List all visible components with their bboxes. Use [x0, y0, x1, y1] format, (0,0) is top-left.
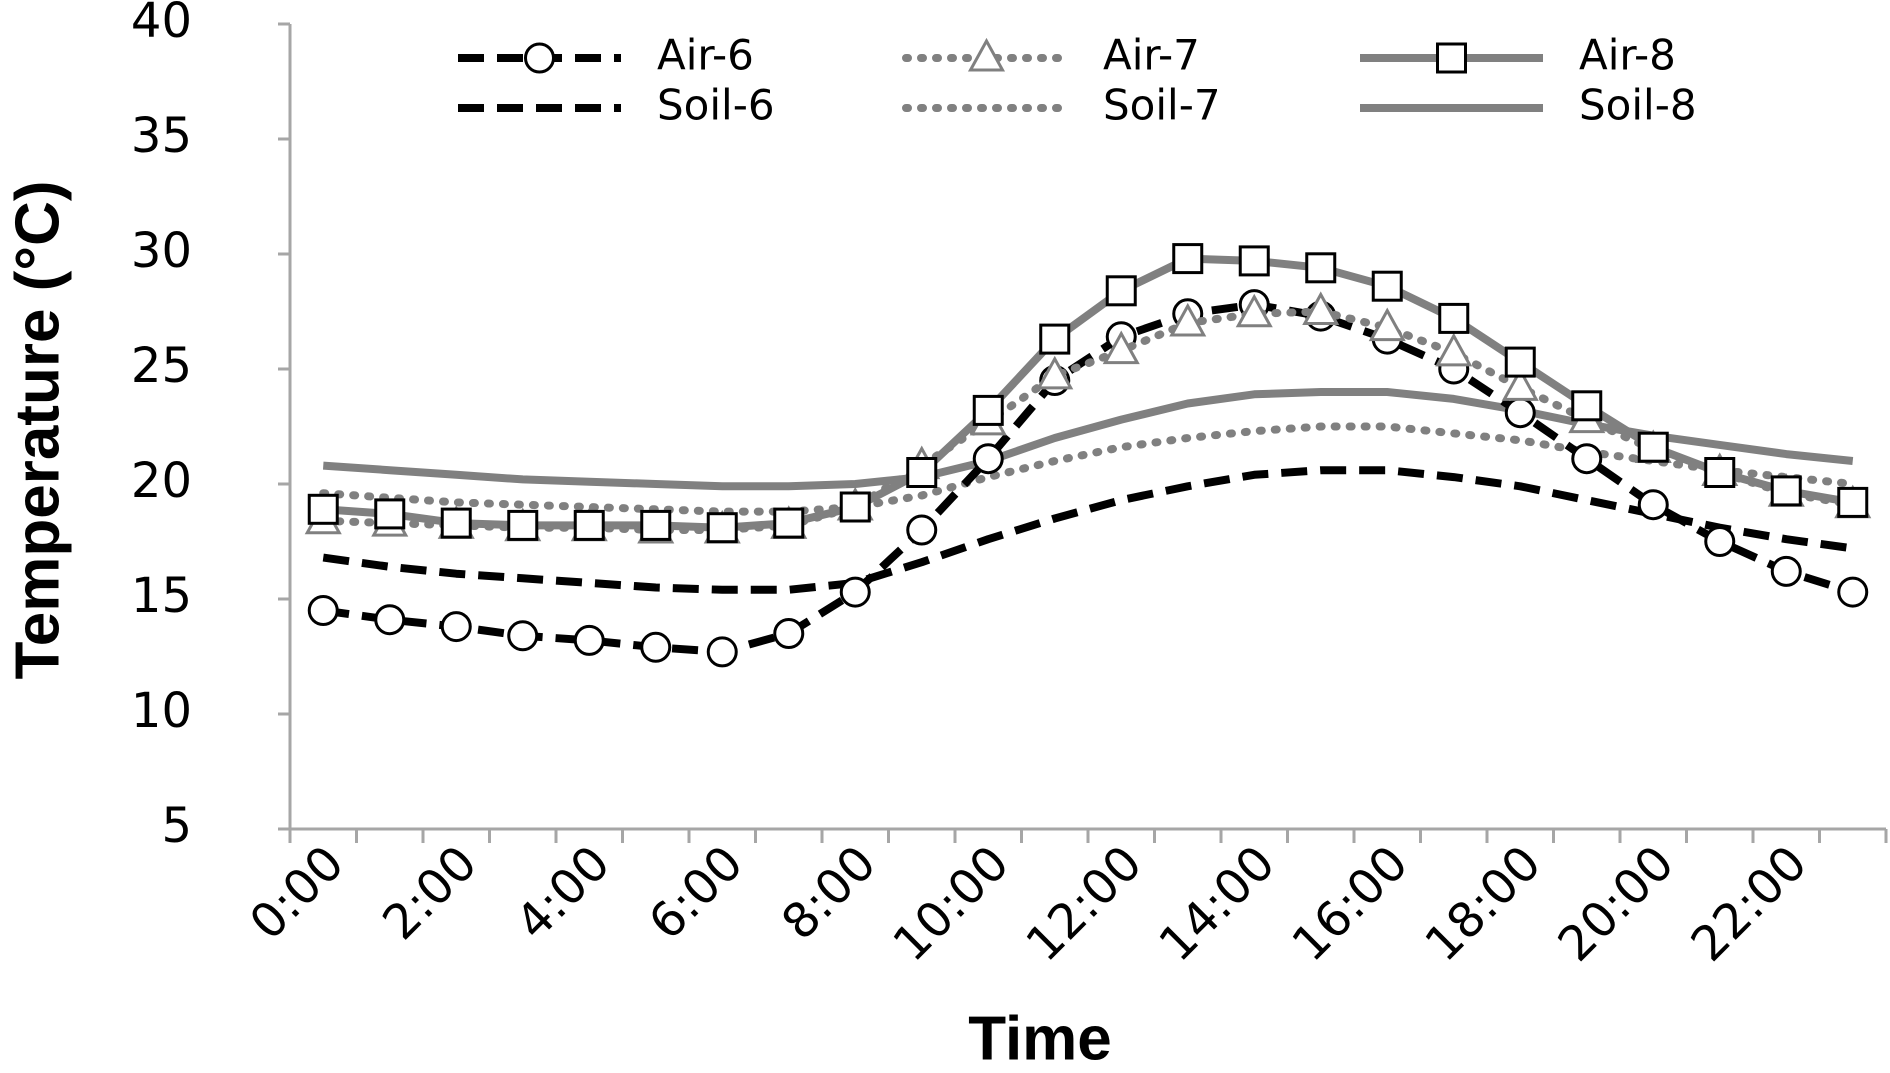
marker [1637, 489, 1669, 521]
series-line [322, 466, 1854, 594]
x-tick-label: 8:00 [771, 835, 887, 951]
marker [906, 457, 938, 488]
marker [1238, 245, 1270, 277]
legend-label: Soil-8 [1579, 81, 1697, 130]
series [304, 291, 1872, 544]
y-tick-label: 35 [131, 108, 192, 164]
marker [1039, 323, 1071, 355]
marker [1837, 576, 1869, 608]
x-tick-label: 12:00 [1016, 835, 1153, 972]
x-tick-label: 18:00 [1415, 835, 1552, 972]
marker [440, 611, 472, 643]
legend-item: Soil-6 [458, 81, 775, 130]
marker [1102, 330, 1140, 365]
marker [1169, 302, 1207, 337]
series [322, 466, 1854, 594]
marker [507, 620, 539, 652]
marker [773, 618, 805, 649]
marker [374, 604, 406, 636]
marker [839, 491, 871, 523]
y-tick-label: 15 [131, 568, 192, 624]
marker [1305, 252, 1337, 284]
marker [1302, 291, 1340, 325]
y-axis-title: Temperature (°C) [3, 180, 72, 679]
marker [1501, 367, 1539, 401]
marker [1571, 443, 1603, 475]
y-tick-label: 5 [161, 798, 192, 854]
marker [573, 624, 605, 656]
series [319, 422, 1857, 516]
legend-item: Air-8 [1360, 31, 1676, 80]
x-tick-label: 14:00 [1149, 835, 1286, 972]
marker [440, 507, 472, 539]
marker [706, 512, 738, 544]
series-line [319, 422, 1857, 516]
x-tick-label: 2:00 [372, 835, 488, 951]
marker [706, 636, 738, 668]
x-tick-label: 20:00 [1548, 835, 1685, 972]
marker [1637, 431, 1669, 463]
legend-label: Air-8 [1579, 31, 1676, 80]
marker [1770, 475, 1802, 507]
series-line [319, 307, 1857, 534]
marker [1036, 355, 1074, 390]
x-axis-title: Time [968, 1004, 1112, 1073]
y-tick-label: 40 [131, 0, 192, 49]
y-tick-label: 30 [131, 223, 192, 279]
x-tick-label: 4:00 [505, 835, 621, 951]
marker [1571, 390, 1603, 422]
marker [507, 509, 539, 541]
marker [1436, 42, 1467, 74]
y-tick-label: 25 [131, 338, 192, 394]
marker [972, 394, 1004, 426]
series [307, 243, 1869, 544]
marker [1371, 270, 1403, 302]
x-tick-label: 22:00 [1681, 835, 1818, 972]
marker [1837, 486, 1869, 518]
marker [374, 498, 406, 530]
legend-label: Air-6 [657, 31, 754, 80]
legend-label: Soil-7 [1103, 81, 1221, 130]
marker [524, 42, 555, 74]
marker [1504, 346, 1536, 378]
legend-item: Air-7 [902, 31, 1200, 80]
x-tick-label: 6:00 [638, 835, 754, 951]
y-tick-label: 20 [131, 453, 192, 509]
y-tick-label: 10 [131, 683, 192, 739]
legend-label: Soil-6 [657, 81, 775, 130]
marker [1770, 555, 1802, 587]
marker [839, 576, 871, 608]
x-tick-label: 0:00 [239, 835, 355, 951]
legend-item: Soil-8 [1360, 81, 1697, 130]
marker [307, 595, 339, 626]
marker [640, 509, 672, 541]
marker [1704, 526, 1736, 557]
marker [972, 443, 1004, 475]
marker [1504, 397, 1536, 429]
x-tick-label: 10:00 [883, 835, 1020, 972]
marker [1105, 275, 1137, 307]
marker [1235, 293, 1273, 328]
marker [1704, 457, 1736, 488]
marker [573, 509, 605, 541]
marker [1435, 332, 1473, 367]
marker [307, 493, 339, 525]
legend-item: Soil-7 [902, 81, 1221, 130]
marker [1368, 307, 1406, 342]
x-tick-label: 16:00 [1282, 835, 1419, 972]
marker [906, 514, 938, 546]
marker [773, 507, 805, 539]
marker [1172, 243, 1204, 275]
marker [1438, 302, 1470, 334]
series-line [322, 254, 1854, 532]
legend-item: Air-6 [458, 31, 754, 80]
legend-label: Air-7 [1103, 31, 1200, 80]
marker [967, 37, 1006, 72]
marker [640, 631, 672, 663]
